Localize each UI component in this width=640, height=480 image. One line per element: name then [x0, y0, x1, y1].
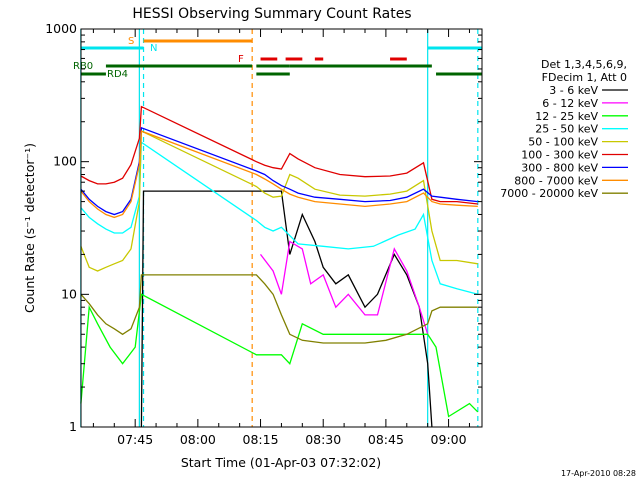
- plot-area: S N F RB0 RD4: [73, 29, 482, 428]
- legend-label-6: 300 - 800 keV: [521, 161, 598, 174]
- series-line-6: [80, 126, 478, 216]
- series-line-5: [80, 105, 478, 205]
- flag-label-saa: S: [128, 36, 134, 47]
- legend-label-5: 100 - 300 keV: [521, 149, 598, 162]
- x-tick-label-5: 09:00: [431, 432, 467, 447]
- flag-label-flare: F: [238, 54, 244, 65]
- y-axis-label: Count Rate (s⁻¹ detector⁻¹): [22, 143, 37, 313]
- legend-label-4: 50 - 100 keV: [528, 136, 598, 149]
- y-tick-label-3: 1000: [45, 21, 77, 36]
- y-tick-label-1: 10: [61, 286, 77, 301]
- flag-label-night: N: [150, 43, 157, 54]
- legend: Det 1,3,4,5,6,9, FDecim 1, Att 0 3 - 6 k…: [500, 58, 628, 200]
- x-tick-label-0: 07:45: [117, 432, 153, 447]
- legend-label-3: 25 - 50 keV: [535, 123, 598, 136]
- x-axis-label: Start Time (01-Apr-03 07:32:02): [181, 455, 381, 470]
- legend-label-1: 6 - 12 keV: [542, 97, 598, 110]
- series-line-7: [80, 130, 478, 219]
- flag-label-rd4: RD4: [107, 69, 128, 80]
- x-tick-label-4: 08:45: [368, 432, 404, 447]
- flag-label-rb0: RB0: [73, 61, 93, 72]
- legend-label-0: 3 - 6 keV: [549, 84, 598, 97]
- series-line-8: [80, 274, 478, 344]
- legend-label-8: 7000 - 20000 keV: [500, 187, 598, 200]
- legend-header-line-1: Det 1,3,4,5,6,9,: [541, 58, 627, 71]
- y-tick-label-0: 1: [69, 419, 77, 434]
- legend-label-7: 800 - 7000 keV: [514, 174, 598, 187]
- legend-label-2: 12 - 25 keV: [535, 110, 598, 123]
- series-line-2: [80, 293, 479, 418]
- series-line-0: [140, 190, 433, 428]
- axes: 1 10 100 1000 07:45 08:00 08:15 08:30 08:45 09:00: [45, 21, 482, 447]
- x-tick-label-2: 08:15: [243, 432, 279, 447]
- x-tick-label-3: 08:30: [305, 432, 341, 447]
- y-tick-label-2: 100: [53, 154, 77, 169]
- series-line-4: [80, 130, 478, 272]
- series-line-3: [80, 141, 478, 295]
- x-tick-label-1: 08:00: [180, 432, 216, 447]
- timestamp: 17-Apr-2010 08:28: [561, 469, 636, 478]
- chart-title: HESSI Observing Summary Count Rates: [132, 6, 411, 22]
- series-line-1: [259, 240, 429, 335]
- legend-header-line-2: FDecim 1, Att 0: [542, 71, 627, 84]
